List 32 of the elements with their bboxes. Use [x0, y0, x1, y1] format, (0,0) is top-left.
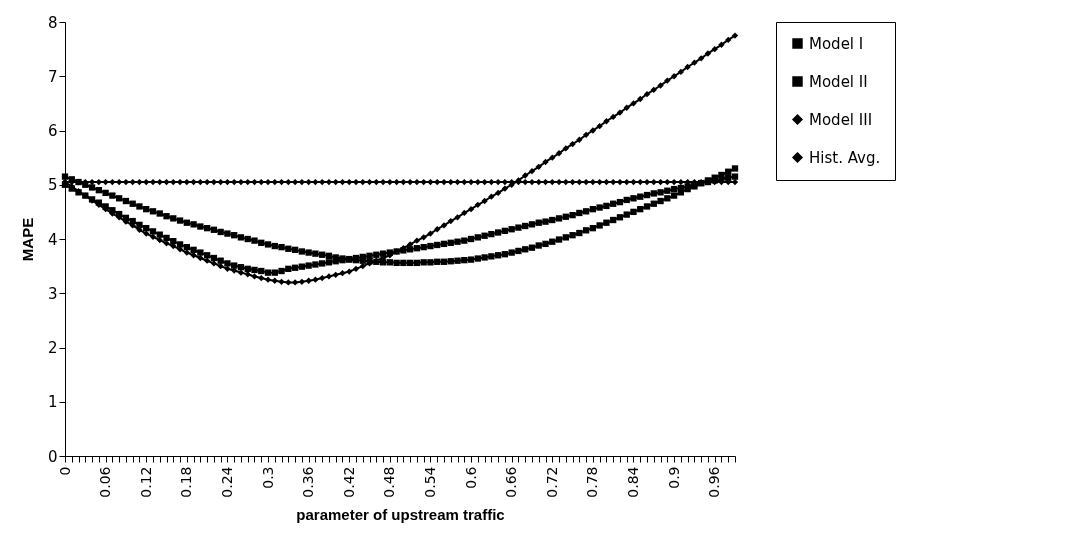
y-tick-label: 3	[47, 284, 58, 303]
legend-label: Model II	[809, 72, 868, 91]
x-tick-label: 0	[56, 466, 73, 476]
y-tick-label: 4	[47, 230, 58, 249]
x-tick-label: 0.84	[624, 466, 641, 498]
legend-label: Hist. Avg.	[809, 148, 881, 167]
y-tick-label: 6	[47, 122, 58, 140]
y-tick-label: 1	[47, 393, 58, 412]
x-tick-label: 0.6	[462, 466, 479, 489]
y-tick-label: 2	[47, 339, 58, 357]
x-tick-label: 0.06	[97, 466, 114, 498]
x-tick-label: 0.66	[503, 466, 520, 498]
x-tick-label: 0.96	[706, 466, 723, 498]
y-tick-label: 7	[47, 67, 58, 86]
x-axis-title: parameter of upstream traffic	[296, 505, 505, 523]
legend-label: Model III	[809, 110, 873, 129]
x-tick-label: 0.3	[259, 466, 276, 489]
x-tick-label: 0.42	[340, 466, 357, 498]
y-tick-label: 0	[47, 447, 58, 466]
x-tick-label: 0.78	[584, 466, 601, 498]
x-tick-label: 0.9	[665, 466, 682, 489]
x-tick-label: 0.36	[300, 466, 317, 498]
x-tick-label: 0.48	[381, 466, 398, 498]
y-axis-title: MAPE	[18, 217, 36, 262]
legend-label: Model I	[809, 34, 864, 53]
y-tick-label: 5	[47, 176, 58, 195]
x-tick-label: 0.54	[421, 466, 438, 498]
x-tick-label: 0.12	[137, 466, 154, 498]
y-tick-label: 8	[47, 13, 58, 32]
x-tick-label: 0.72	[543, 466, 560, 498]
x-tick-label: 0.24	[218, 466, 235, 498]
x-tick-label: 0.18	[178, 466, 195, 498]
